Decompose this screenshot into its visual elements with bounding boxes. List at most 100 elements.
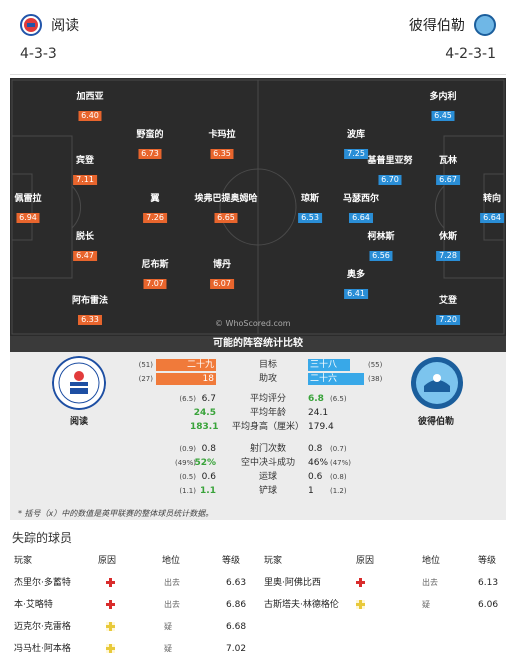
player-name[interactable]: 加西亚 [76, 92, 104, 102]
missing-player-name[interactable]: 本·艾略特 [14, 600, 53, 610]
player-rating: 6.56 [369, 251, 393, 261]
missing-player-name[interactable]: 冯马杜·阿本格 [14, 644, 71, 654]
lineup-stats-comparison: 可能的阵容统计比较 阅读 彼得伯勒 (51) 二十九 目标 三十八 (55) (… [10, 336, 506, 520]
player-name[interactable]: 佩雷拉 [14, 194, 42, 204]
whoscored-credit: © WhoScored.com [215, 319, 291, 328]
player-name[interactable]: 艾登 [438, 296, 457, 306]
player-name[interactable]: 基普里亚努 [367, 156, 413, 166]
player-rating: 6.40 [78, 111, 102, 121]
player-name[interactable]: 柯林斯 [367, 232, 395, 242]
missing-player-name[interactable]: 杰里尔·多蓄特 [14, 578, 71, 588]
home-player[interactable]: 宾登 7.11 [73, 156, 97, 186]
player-rating: 6.65 [214, 213, 238, 223]
away-team-name[interactable]: 彼得伯勒 [408, 18, 465, 34]
stat-row: (0.9) 0.8 射门次数 0.8 (0.7) [179, 444, 347, 454]
player-name[interactable]: 野蛮的 [136, 130, 164, 140]
away-player[interactable]: 柯林斯 6.56 [367, 232, 395, 262]
player-name[interactable]: 埃弗巴提奥姆哈 [194, 194, 258, 204]
stat-row: (6.5) 6.7 平均评分 6.8 (6.5) [179, 394, 347, 404]
home-player[interactable]: 阿布雷法 6.33 [72, 296, 108, 326]
player-name[interactable]: 卡玛拉 [208, 130, 236, 140]
player-rating: 7.28 [436, 251, 460, 261]
player-rating: 7.11 [73, 175, 97, 185]
player-rating: 6.33 [78, 315, 102, 325]
home-player[interactable]: 尼布斯 7.07 [141, 260, 169, 290]
stats-footnote: * 括号（x）中的数值是英甲联赛的整体球员统计数据。 [18, 509, 214, 518]
home-player[interactable]: 加西亚 6.40 [76, 92, 104, 122]
player-name[interactable]: 瓦林 [438, 156, 457, 166]
home-goals-bar: 二十九 [156, 359, 216, 371]
missing-player-row[interactable]: 冯马杜·阿本格 疑 7.02 [14, 638, 258, 660]
away-player[interactable]: 艾登 7.20 [436, 296, 460, 326]
away-player[interactable]: 波库 7.25 [344, 130, 368, 160]
home-crest-name: 阅读 [70, 417, 89, 427]
away-team[interactable]: 彼得伯勒 4-2-3-1 [405, 14, 496, 62]
away-player[interactable]: 瓦林 6.67 [436, 156, 460, 186]
missing-player-name[interactable]: 里奥·阿佛比西 [264, 578, 321, 588]
missing-rating: 6.13 [478, 578, 499, 588]
away-player[interactable]: 琼斯 6.53 [298, 194, 322, 224]
away-goals-bar: 三十八 [308, 359, 350, 371]
player-name[interactable]: 博丹 [212, 260, 231, 270]
injury-icon [106, 578, 115, 587]
stat-row: 24.5 平均年龄 24.1 [193, 408, 329, 418]
player-name[interactable]: 马瑟西尔 [342, 194, 380, 204]
missing-player-row[interactable]: 里奥·阿佛比西 出去 6.13 [264, 572, 508, 594]
missing-player-name[interactable]: 古斯塔夫·林德格伦 [264, 600, 339, 610]
home-player[interactable]: 埃弗巴提奥姆哈 6.65 [194, 194, 258, 224]
missing-player-name[interactable]: 迈克尔·克雷格 [14, 622, 71, 632]
away-player[interactable]: 基普里亚努 6.70 [367, 156, 413, 186]
home-team[interactable]: 阅读 4-3-3 [20, 14, 83, 62]
home-player[interactable]: 博丹 6.07 [210, 260, 234, 290]
player-rating: 7.20 [436, 315, 460, 325]
home-player[interactable]: 野蛮的 6.73 [136, 130, 164, 160]
player-name[interactable]: 尼布斯 [141, 260, 169, 270]
missing-player-row[interactable]: 迈克尔·克雷格 疑 6.68 [14, 616, 258, 638]
home-player[interactable]: 卡玛拉 6.35 [208, 130, 236, 160]
away-formation: 4-2-3-1 [445, 46, 496, 62]
player-name[interactable]: 奥多 [346, 270, 365, 280]
away-player[interactable]: 奥多 6.41 [344, 270, 368, 300]
home-player[interactable]: 佩雷拉 6.94 [14, 194, 42, 224]
player-name[interactable]: 多内利 [429, 92, 457, 102]
missing-player-row[interactable]: 本·艾略特 出去 6.86 [14, 594, 258, 616]
player-name[interactable]: 休斯 [438, 232, 457, 242]
player-rating: 6.70 [378, 175, 402, 185]
player-name[interactable]: 波库 [346, 130, 365, 140]
stats-title: 可能的阵容统计比较 [10, 336, 506, 352]
stat-row-goals: (51) 二十九 目标 三十八 (55) [138, 359, 383, 371]
away-player[interactable]: 休斯 7.28 [436, 232, 460, 262]
player-name[interactable]: 琼斯 [300, 194, 319, 204]
home-assists-bar: 18 [156, 373, 216, 385]
player-name[interactable]: 阿布雷法 [71, 296, 109, 306]
away-player[interactable]: 多内利 6.45 [429, 92, 457, 122]
doubtful-icon [106, 644, 115, 653]
missing-rating: 6.68 [226, 622, 247, 632]
player-name[interactable]: 翼 [150, 194, 160, 204]
match-header: 阅读 4-3-3 彼得伯勒 4-2-3-1 [10, 8, 506, 70]
player-rating: 6.45 [431, 111, 455, 121]
missing-player-row[interactable]: 古斯塔夫·林德格伦 疑 6.06 [264, 594, 508, 616]
missing-rating: 7.02 [226, 644, 247, 654]
player-rating: 6.67 [436, 175, 460, 185]
home-player[interactable]: 脱长 6.47 [73, 232, 97, 262]
player-name[interactable]: 脱长 [75, 232, 94, 242]
player-rating: 6.07 [210, 279, 234, 289]
missing-rating: 6.06 [478, 600, 499, 610]
missing-status: 疑 [422, 600, 430, 609]
player-name[interactable]: 转向 [482, 194, 501, 204]
home-formation: 4-3-3 [20, 46, 57, 62]
away-badge-icon [474, 14, 496, 36]
missing-status: 出去 [422, 578, 438, 587]
away-player[interactable]: 转向 6.64 [480, 194, 504, 224]
missing-status: 疑 [164, 622, 172, 631]
player-rating: 6.47 [73, 251, 97, 261]
missing-player-row[interactable]: 杰里尔·多蓄特 出去 6.63 [14, 572, 258, 594]
home-player[interactable]: 翼 7.26 [143, 194, 167, 224]
home-team-name[interactable]: 阅读 [51, 18, 80, 34]
player-name[interactable]: 宾登 [75, 156, 94, 166]
player-rating: 7.25 [344, 149, 368, 159]
away-player[interactable]: 马瑟西尔 6.64 [343, 194, 379, 224]
missing-players-title: 失踪的球员 [12, 531, 73, 545]
stat-row: (49%) 52% 空中决斗成功 46% (47%) [174, 458, 352, 468]
